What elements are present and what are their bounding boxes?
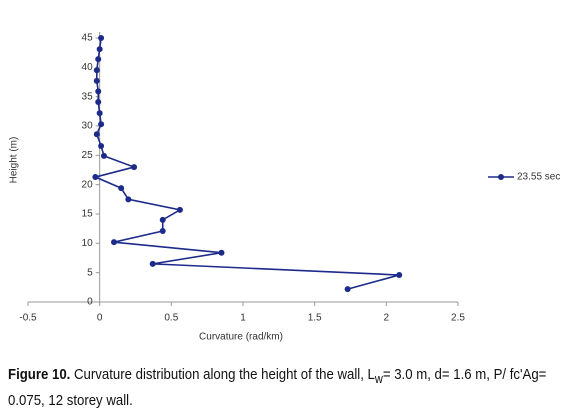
caption: Figure 10. Curvature distribution along … [8,364,568,411]
data-point [396,272,403,279]
data-point [93,77,100,84]
data-point [95,56,102,63]
caption-subscript: w [374,372,383,386]
data-point [159,228,166,235]
y-axis-label: Height (m) [9,137,20,184]
y-tick-label: 45 [82,33,94,44]
x-tick-label: 2 [384,313,390,324]
data-point [93,131,100,138]
y-tick-label: 5 [87,267,93,278]
data-point [218,249,225,256]
caption-rest: = 3.0 m, d= 1.6 m, P/ fc'Ag= 0.075, 12 s… [8,366,547,409]
x-tick-label: 0 [97,313,103,324]
data-point [125,196,132,203]
data-point [131,164,138,171]
data-point [159,216,166,223]
data-point [95,98,102,105]
data-point [98,121,105,128]
y-tick-label: 25 [82,150,94,161]
caption-label: Figure 10. [8,366,71,383]
data-point [118,185,125,192]
data-point [96,46,103,53]
data-point [111,239,117,246]
caption-text: Curvature distribution along the height … [70,366,375,383]
data-point [93,67,100,74]
y-tick-label: 30 [82,121,94,132]
data-point [100,152,107,159]
y-tick-label: 40 [82,62,94,73]
y-tick-label: 15 [82,209,94,220]
x-tick-label: 1 [240,313,246,324]
data-line [92,37,400,290]
legend-label: 23.55 sec [517,172,560,183]
data-point [176,206,183,213]
data-point [92,174,99,181]
data-point [98,142,105,149]
y-tick-label: 35 [82,91,94,102]
data-point [149,260,156,267]
legend-marker [498,174,504,180]
x-tick-label: 1.5 [308,313,322,324]
chart: Height (m) Curvature (rad/km) 0510152025… [9,32,560,343]
x-tick-label: -0.5 [19,313,37,324]
x-tick-label: 2.5 [451,313,465,324]
x-tick-label: 0.5 [164,313,178,324]
x-axis-label: Curvature (rad/km) [199,332,283,343]
data-point [95,88,102,95]
y-tick-label: 20 [82,179,94,190]
y-tick-label: 10 [82,238,94,249]
data-point [96,110,103,117]
data-point [98,35,105,41]
y-tick-label: 0 [87,297,93,308]
data-point [344,286,351,293]
